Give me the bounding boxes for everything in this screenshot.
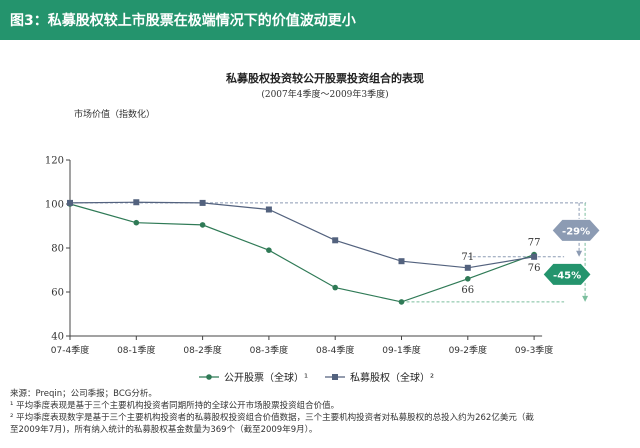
- reference-lines: [70, 202, 587, 303]
- footnote-1: ¹ 平均季度表现是基于三个主要机构投资者同期所持的全球公开市场股票投资组合价值。: [10, 401, 340, 411]
- public-equity-point: [199, 222, 206, 228]
- public-change-text: -45%: [553, 270, 581, 281]
- private-equity-point: [332, 237, 339, 244]
- legend-pe-label: 私募股权（全球）²: [350, 371, 434, 384]
- x-tick-label: 08-3季度: [250, 344, 288, 356]
- source-note: 来源：Preqin；公司季报；BCG分析。: [10, 389, 157, 399]
- chart-axes: 40 60 80 100 120 07-4季度 08-1季度 08-2季度 08-3季度 08-4…: [45, 156, 553, 357]
- public-equity-point: [266, 247, 272, 253]
- private-equity-point: [265, 206, 272, 213]
- chart-title: 私募股权投资较公开股票投资组合的表现: [226, 71, 424, 85]
- series-lines: [69, 201, 535, 303]
- page-header: 图3：私募股权较上市股票在极端情况下的价值波动更小: [0, 0, 640, 40]
- private-equity-point: [464, 264, 471, 271]
- x-tick-label: 08-2季度: [183, 344, 221, 356]
- legend-public-swatch-marker: [206, 374, 212, 380]
- pe-change-badge: [551, 218, 601, 242]
- x-tick-label: 09-2季度: [449, 344, 487, 356]
- public-equity-point: [133, 219, 140, 226]
- legend-public-label: 公开股票（全球）¹: [224, 371, 308, 384]
- data-label: 66: [461, 285, 474, 296]
- y-tick-label: 60: [51, 288, 64, 299]
- private-equity-point: [67, 199, 73, 206]
- footnotes: 来源：Preqin；公司季报；BCG分析。 ¹ 平均季度表现是基于三个主要机构投…: [10, 388, 632, 436]
- y-tick-label: 40: [51, 332, 64, 343]
- x-tick-label: 08-4季度: [316, 344, 354, 356]
- public-arrow-head: [582, 295, 589, 302]
- public-equity-point: [332, 284, 339, 291]
- y-tick-label: 80: [51, 244, 64, 255]
- private-equity-point: [531, 253, 538, 260]
- x-tick-label: 07-4季度: [51, 344, 89, 356]
- public-equity-point: [465, 276, 471, 282]
- change-badges: -29% -45%: [542, 202, 601, 302]
- data-label: 71: [461, 252, 474, 263]
- footnote-3: 至2009年7月)，所有纳入统计的私募股权基金数量为369个（截至2009年9月…: [10, 425, 318, 435]
- x-tick-label: 08-1季度: [117, 344, 155, 356]
- y-tick-label: 100: [45, 200, 64, 211]
- public-equity-point: [398, 299, 405, 305]
- data-label: 76: [528, 263, 541, 274]
- legend: 公开股票（全球）¹ 私募股权（全球）²: [199, 371, 434, 384]
- public-equity-line: [69, 203, 535, 303]
- y-tick-label: 120: [45, 156, 64, 167]
- private-equity-point: [398, 258, 405, 265]
- x-tick-label: 09-3季度: [515, 344, 553, 356]
- y-axis-label: 市场价值（指数化）: [74, 108, 155, 120]
- private-equity-point: [199, 199, 206, 206]
- private-equity-point: [133, 199, 140, 206]
- x-tick-label: 09-1季度: [382, 344, 420, 356]
- pe-arrow-head: [576, 250, 583, 257]
- footnote-2: ² 平均季度表现数字是基于三个主要机构投资者的私募股权投资组合价值数据，三个主要…: [10, 413, 534, 423]
- data-labels: 66 77 71 76: [461, 238, 540, 296]
- legend-pe-swatch-marker: [332, 374, 338, 380]
- private-equity-line: [69, 201, 535, 269]
- line-chart: 私募股权投资较公开股票投资组合的表现 (2007年4季度～2009年3季度) 市…: [45, 71, 601, 384]
- chart-subtitle: (2007年4季度～2009年3季度): [261, 88, 388, 100]
- data-label: 77: [528, 238, 541, 249]
- public-change-badge: [542, 262, 592, 286]
- page-title: 图3：私募股权较上市股票在极端情况下的价值波动更小: [10, 13, 356, 29]
- pe-change-text: -29%: [562, 226, 590, 237]
- series-markers: [67, 199, 538, 305]
